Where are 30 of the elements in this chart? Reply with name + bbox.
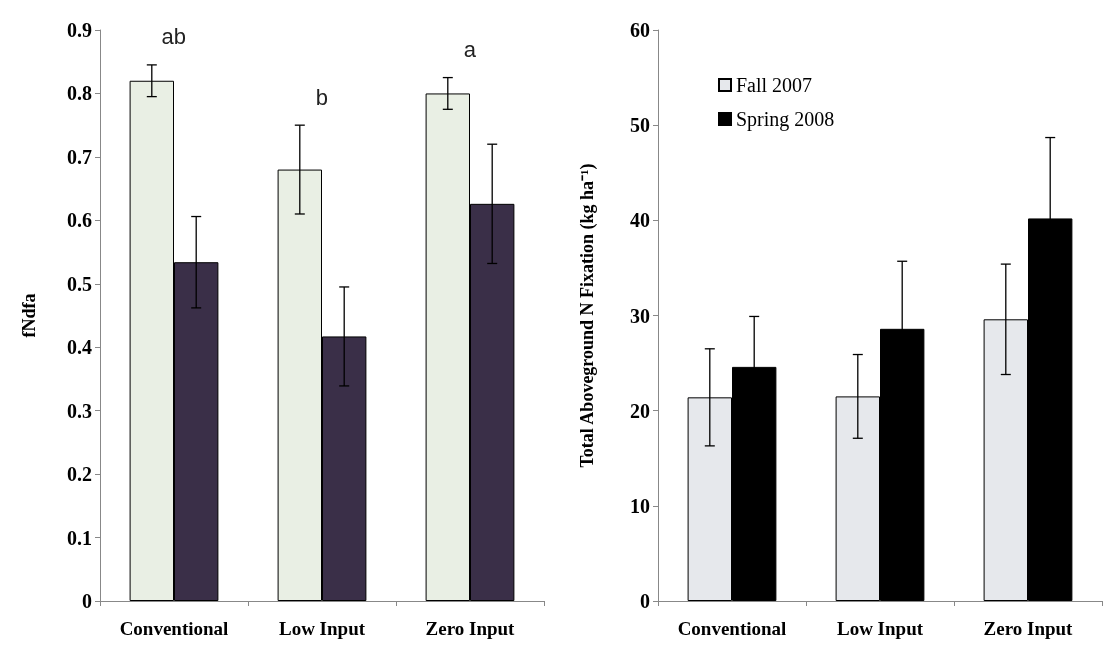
y-tick-label: 0.2 bbox=[67, 463, 92, 486]
y-tick-label: 0.8 bbox=[67, 82, 92, 105]
y-tick-label: 0 bbox=[82, 590, 92, 612]
y-axis-title: Total Aboveground N Fixation (kg ha⁻¹) bbox=[577, 163, 598, 468]
y-tick-label: 0.4 bbox=[67, 336, 92, 359]
y-tick-label: 0.7 bbox=[67, 145, 92, 168]
annotation: b bbox=[315, 84, 328, 110]
x-tick-label: Conventional bbox=[119, 618, 229, 639]
y-tick-label: 0.3 bbox=[67, 399, 92, 422]
y-tick-label: 0.1 bbox=[67, 526, 92, 549]
y-tick-label: 60 bbox=[630, 19, 650, 41]
legend-label: Fall 2007 bbox=[736, 74, 813, 96]
x-tick-label: Zero Input bbox=[425, 618, 516, 639]
y-tick-label: 0.6 bbox=[67, 209, 92, 232]
y-tick-label: 20 bbox=[630, 399, 650, 422]
y-tick-label: 0 bbox=[640, 590, 650, 612]
x-tick-label: Zero Input bbox=[983, 618, 1074, 639]
x-tick-label: Conventional bbox=[677, 618, 787, 639]
y-tick-label: 50 bbox=[630, 114, 650, 137]
y-tick-label: 30 bbox=[630, 304, 650, 327]
y-axis-title: fNdfa bbox=[19, 293, 39, 338]
legend-label: Spring 2008 bbox=[736, 108, 835, 131]
x-tick-label: Low Input bbox=[278, 618, 366, 639]
annotation: a bbox=[463, 37, 477, 63]
y-tick-label: 10 bbox=[630, 494, 650, 517]
y-tick-label: 40 bbox=[630, 209, 650, 232]
y-tick-label: 0.9 bbox=[67, 19, 92, 41]
x-tick-label: Low Input bbox=[836, 618, 924, 639]
annotation: ab bbox=[161, 24, 187, 50]
y-tick-label: 0.5 bbox=[67, 272, 92, 295]
